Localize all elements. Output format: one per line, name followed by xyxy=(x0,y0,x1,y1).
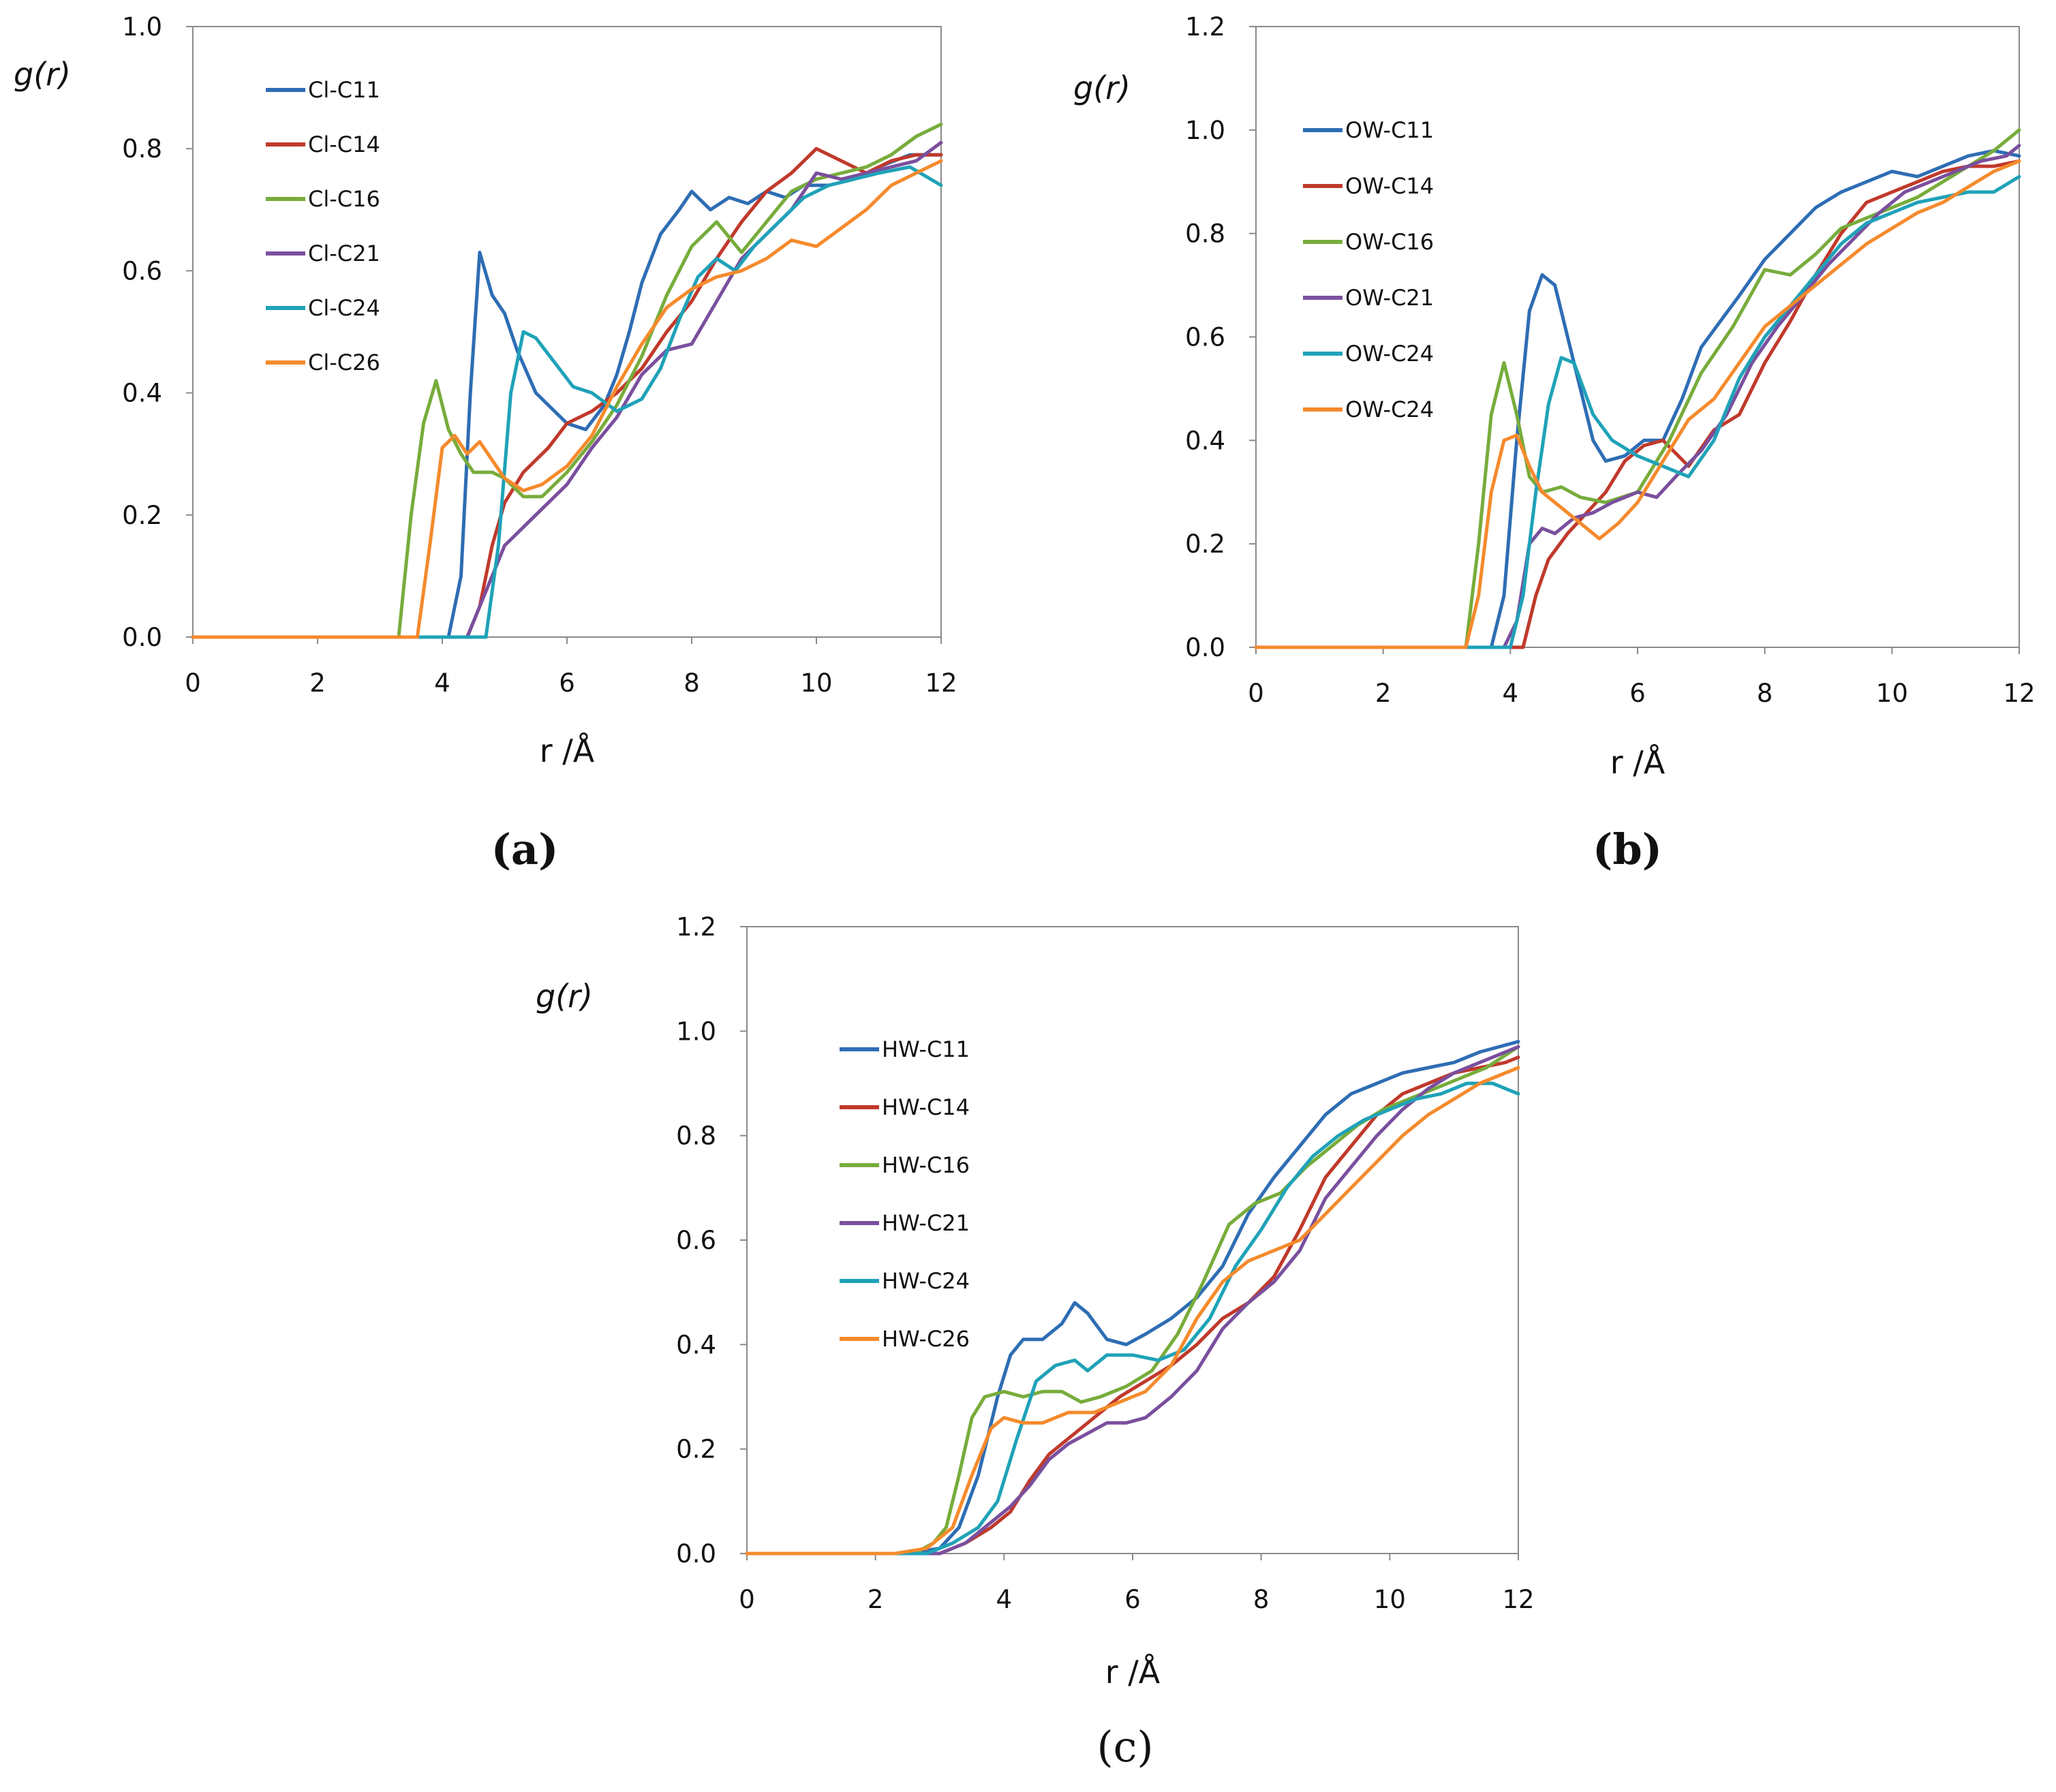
series-line-ow-c24 xyxy=(1254,159,2021,649)
x-tick-label: 12 xyxy=(925,668,957,698)
x-axis-label: r /Å xyxy=(540,732,595,769)
x-tick-label: 8 xyxy=(684,668,700,698)
x-tick-label: 2 xyxy=(309,668,326,698)
y-tick-label: 1.2 xyxy=(1185,12,1225,42)
x-tick-label: 2 xyxy=(1375,679,1392,708)
panel-label: (c) xyxy=(1096,1722,1153,1772)
y-tick-label: 0.0 xyxy=(122,623,162,652)
y-tick-label: 0.2 xyxy=(676,1435,716,1464)
series-line-ow-c16 xyxy=(1254,128,2021,649)
y-tick-label: 1.0 xyxy=(122,12,162,42)
legend-label: HW-C21 xyxy=(882,1210,970,1236)
series-line-hw-c21 xyxy=(745,1045,1520,1556)
y-tick-label: 1.0 xyxy=(676,1017,716,1046)
x-tick-label: 4 xyxy=(434,668,450,698)
x-axis-label: r /Å xyxy=(1610,744,1666,781)
y-tick-label: 0.6 xyxy=(122,256,162,285)
x-tick-label: 4 xyxy=(1503,679,1519,708)
x-tick-label: 6 xyxy=(559,668,575,698)
series-line-hw-c14 xyxy=(745,1055,1520,1556)
legend-label: OW-C11 xyxy=(1345,117,1434,143)
legend-label: Cl-C24 xyxy=(308,295,380,321)
panel-label: (a) xyxy=(491,824,559,874)
x-tick-label: 12 xyxy=(2003,679,2035,708)
legend-label: OW-C24 xyxy=(1345,397,1434,422)
y-tick-label: 0.4 xyxy=(122,379,162,408)
y-tick-label: 0.0 xyxy=(1185,633,1225,662)
x-tick-label: 6 xyxy=(1629,679,1646,708)
legend-label: Cl-C16 xyxy=(308,186,380,212)
y-tick-label: 0.4 xyxy=(676,1330,716,1359)
series-line-hw-c24 xyxy=(745,1081,1520,1556)
legend-label: HW-C16 xyxy=(882,1152,970,1178)
series-line-ow-c21 xyxy=(1254,144,2021,649)
legend-label: OW-C14 xyxy=(1345,173,1434,199)
y-tick-label: 0.2 xyxy=(1185,529,1225,559)
series-line-ow-c14 xyxy=(1254,159,2021,649)
x-tick-label: 0 xyxy=(1248,679,1264,708)
legend: Cl-C11 Cl-C14 Cl-C16 Cl-C21 Cl-C24 Cl-C26 xyxy=(266,77,380,375)
legend-label: Cl-C26 xyxy=(308,350,380,375)
x-tick-label: 10 xyxy=(800,668,832,698)
series-line-cl-c26 xyxy=(191,159,943,639)
x-axis-label: r /Å xyxy=(1105,1654,1161,1690)
legend-label: OW-C16 xyxy=(1345,229,1434,255)
y-tick-label: 0.6 xyxy=(676,1226,716,1255)
y-tick-label: 0.8 xyxy=(676,1122,716,1151)
legend-label: HW-C24 xyxy=(882,1268,970,1294)
legend-label: Cl-C21 xyxy=(308,241,380,266)
y-tick-label: 1.0 xyxy=(1185,116,1225,145)
y-tick-label: 0.4 xyxy=(1185,426,1225,455)
x-tick-label: 10 xyxy=(1374,1585,1406,1614)
legend-label: Cl-C14 xyxy=(308,132,380,157)
legend-label: HW-C14 xyxy=(882,1094,970,1120)
legend-label: HW-C26 xyxy=(882,1326,970,1352)
x-tick-label: 8 xyxy=(1253,1585,1270,1614)
x-tick-label: 0 xyxy=(739,1585,755,1614)
panel-label: (b) xyxy=(1593,824,1662,874)
x-tick-label: 6 xyxy=(1124,1585,1141,1614)
y-axis-label: g(r) xyxy=(536,978,593,1015)
x-tick-label: 4 xyxy=(996,1585,1013,1614)
y-tick-label: 0.8 xyxy=(1185,219,1225,249)
legend-label: OW-C21 xyxy=(1345,285,1434,311)
legend-label: OW-C24 xyxy=(1345,341,1434,367)
series-line-ow-c11 xyxy=(1254,149,2021,649)
x-tick-label: 0 xyxy=(185,668,201,698)
legend: HW-C11 HW-C14 HW-C16 HW-C21 HW-C24 HW-C26 xyxy=(840,1036,970,1352)
series-line-ow-c24 xyxy=(1254,174,2021,649)
x-tick-label: 8 xyxy=(1757,679,1773,708)
legend-label: HW-C11 xyxy=(882,1036,970,1062)
y-tick-label: 0.6 xyxy=(1185,323,1225,352)
chart-panel-c: 0.0 0.2 0.4 0.6 0.8 1.0 1.2 0 2 4 6 8 10 12 g(r) r /Å HW… xyxy=(536,912,1535,1772)
chart-panel-a: 0.0 0.2 0.4 0.6 0.8 1.0 0 2 4 6 8 10 12 g(r) r /Å Cl-C1… xyxy=(14,12,957,874)
plot-frame xyxy=(192,26,942,638)
series-line-hw-c26 xyxy=(745,1066,1520,1556)
y-tick-label: 0.8 xyxy=(122,134,162,164)
legend-label: Cl-C11 xyxy=(308,77,380,103)
plot-frame xyxy=(746,926,1519,1554)
plot-frame xyxy=(1255,26,2020,648)
y-axis-label: g(r) xyxy=(1073,69,1131,106)
y-tick-label: 1.2 xyxy=(676,912,716,942)
series-line-hw-c16 xyxy=(745,1045,1520,1556)
y-tick-label: 0.0 xyxy=(676,1539,716,1569)
legend: OW-C11 OW-C14 OW-C16 OW-C21 OW-C24 OW-C24 xyxy=(1303,117,1434,422)
y-axis-label: g(r) xyxy=(14,56,71,93)
series-line-cl-c24 xyxy=(191,165,943,639)
x-tick-label: 2 xyxy=(868,1585,884,1614)
x-tick-label: 12 xyxy=(1502,1585,1534,1614)
series-line-hw-c11 xyxy=(745,1040,1520,1556)
x-tick-label: 10 xyxy=(1876,679,1908,708)
chart-panel-b: 0.0 0.2 0.4 0.6 0.8 1.0 1.2 0 2 4 6 8 10 12 g(r) r /Å OW… xyxy=(1073,12,2036,874)
y-tick-label: 0.2 xyxy=(122,501,162,530)
